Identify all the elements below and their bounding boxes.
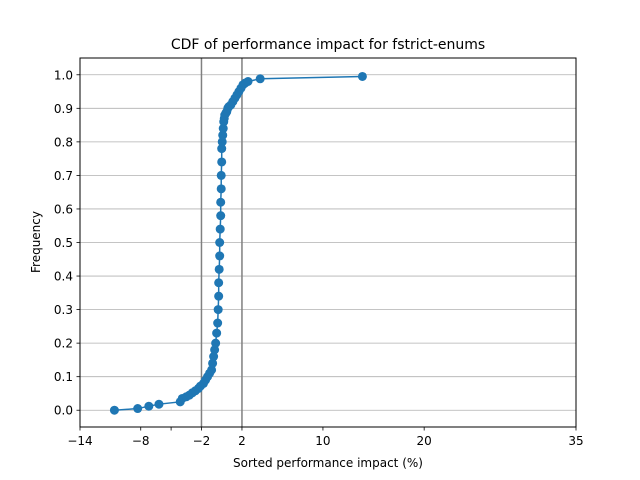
data-point	[215, 224, 225, 234]
x-tick-label-3: −2	[193, 434, 211, 448]
x-tick-label-0: −14	[67, 434, 92, 448]
data-point	[214, 278, 224, 288]
data-point	[210, 345, 220, 355]
x-tick-label-1: −8	[132, 434, 150, 448]
data-point	[216, 184, 226, 194]
data-point	[357, 71, 367, 81]
data-point	[213, 318, 223, 328]
y-axis-label: Frequency	[29, 211, 43, 273]
y-tick-label-9: 0.9	[54, 102, 73, 116]
data-point	[216, 211, 226, 221]
data-point	[213, 305, 223, 315]
data-point	[214, 264, 224, 274]
data-point	[207, 365, 217, 375]
data-point	[212, 328, 222, 338]
y-tick-label-8: 0.8	[54, 135, 73, 149]
data-point	[216, 197, 226, 207]
data-point	[209, 352, 219, 362]
data-point	[144, 401, 154, 411]
reference-lines	[200, 58, 243, 427]
data-point	[133, 404, 143, 414]
data-point	[217, 144, 227, 154]
data-point	[218, 130, 228, 140]
y-tick-label-3: 0.3	[54, 303, 73, 317]
data-point	[215, 238, 225, 247]
x-tick-label-4: 2	[238, 434, 246, 448]
y-tick-label-2: 0.2	[54, 337, 73, 351]
series-line-0	[114, 75, 363, 411]
y-tick-label-10: 1.0	[54, 68, 73, 82]
data-point	[217, 157, 227, 167]
data-point	[215, 251, 225, 261]
data-point	[154, 399, 164, 409]
y-tick-label-4: 0.4	[54, 270, 73, 284]
y-tick-label-6: 0.6	[54, 202, 73, 216]
data-point	[109, 405, 119, 415]
y-tick-label-0: 0.0	[54, 404, 73, 418]
chart-title: CDF of performance impact for fstrict-en…	[171, 37, 485, 53]
data-point	[218, 123, 228, 133]
y-tick-label-7: 0.7	[54, 169, 73, 183]
x-tick-label-6: 20	[417, 434, 432, 448]
series-layer	[109, 71, 367, 415]
data-point	[243, 76, 253, 86]
data-point	[217, 137, 227, 147]
x-tick-label-7: 35	[568, 434, 583, 448]
data-point	[211, 338, 221, 348]
x-axis-label: Sorted performance impact (%)	[233, 456, 423, 470]
x-axis-ticks: −14 −8 −2 2 10 20 35	[67, 427, 584, 448]
y-axis-ticks: 0.0 0.1 0.2 0.3 0.4 0.5 0.6 0.7 0.8 0.9 1.0	[54, 68, 80, 418]
y-tick-label-1: 0.1	[54, 370, 73, 384]
y-tick-label-5: 0.5	[54, 236, 73, 250]
x-tick-label-5: 10	[315, 434, 330, 448]
grid-layer	[80, 74, 576, 411]
data-point	[208, 358, 218, 368]
data-point	[255, 74, 265, 84]
data-point	[216, 170, 226, 180]
data-point	[214, 291, 224, 301]
